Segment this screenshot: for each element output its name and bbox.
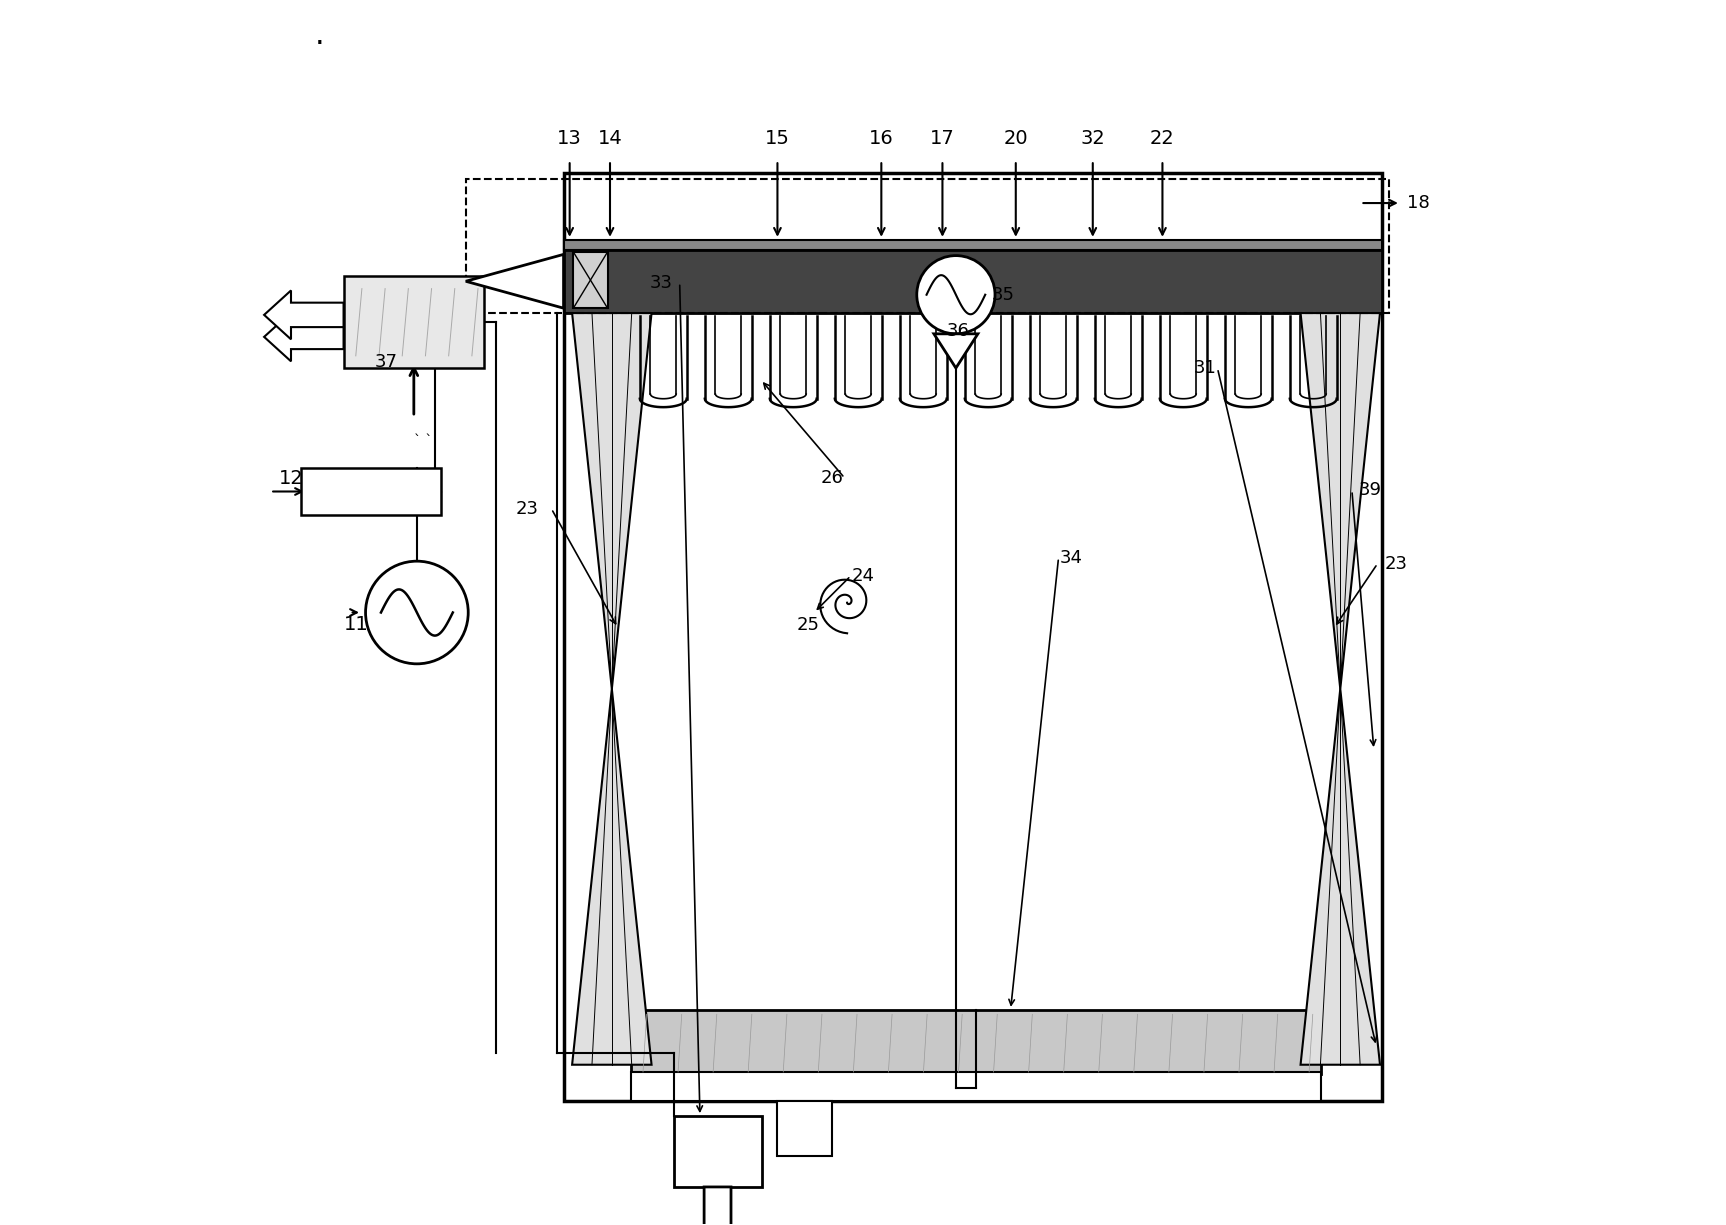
Polygon shape: [466, 255, 564, 309]
Bar: [300, 468, 442, 514]
Bar: [343, 277, 483, 368]
Bar: [630, 1009, 1322, 1074]
Text: 22: 22: [1150, 129, 1175, 148]
Text: 15: 15: [765, 129, 791, 148]
Text: 31: 31: [1194, 359, 1217, 377]
Polygon shape: [934, 334, 979, 368]
Text: 36: 36: [948, 322, 970, 341]
Polygon shape: [264, 290, 343, 339]
Text: 14: 14: [597, 129, 623, 148]
Text: ` `: ` `: [414, 435, 432, 448]
Text: 33: 33: [649, 273, 673, 292]
Circle shape: [917, 256, 994, 334]
Text: 16: 16: [868, 129, 894, 148]
Text: 12: 12: [278, 468, 304, 488]
Text: 37: 37: [375, 353, 397, 371]
Polygon shape: [264, 312, 343, 361]
Polygon shape: [1301, 314, 1381, 688]
Bar: [564, 250, 1383, 314]
Text: 11: 11: [343, 615, 368, 635]
Text: 13: 13: [557, 129, 582, 148]
Circle shape: [366, 561, 468, 664]
Bar: [777, 1101, 832, 1156]
Text: 17: 17: [930, 129, 954, 148]
Text: 35: 35: [992, 285, 1015, 304]
Polygon shape: [571, 688, 651, 1065]
Text: 25: 25: [796, 616, 820, 633]
Text: .: .: [314, 21, 324, 50]
Polygon shape: [692, 1187, 744, 1225]
Bar: [573, 252, 608, 309]
Text: 20: 20: [1003, 129, 1029, 148]
Text: 23: 23: [1384, 555, 1407, 572]
Text: 39: 39: [1358, 481, 1383, 500]
Polygon shape: [1301, 688, 1381, 1065]
Text: 18: 18: [1407, 194, 1429, 212]
Bar: [466, 179, 1388, 314]
Text: 23: 23: [516, 500, 539, 518]
Text: 26: 26: [822, 469, 844, 488]
Polygon shape: [571, 314, 651, 688]
Bar: [564, 173, 1383, 1101]
Text: 32: 32: [1080, 129, 1105, 148]
Text: 34: 34: [1060, 549, 1082, 566]
Bar: [673, 1116, 761, 1187]
Bar: [564, 240, 1383, 250]
Bar: [630, 1072, 1322, 1101]
Text: 24: 24: [851, 567, 875, 584]
